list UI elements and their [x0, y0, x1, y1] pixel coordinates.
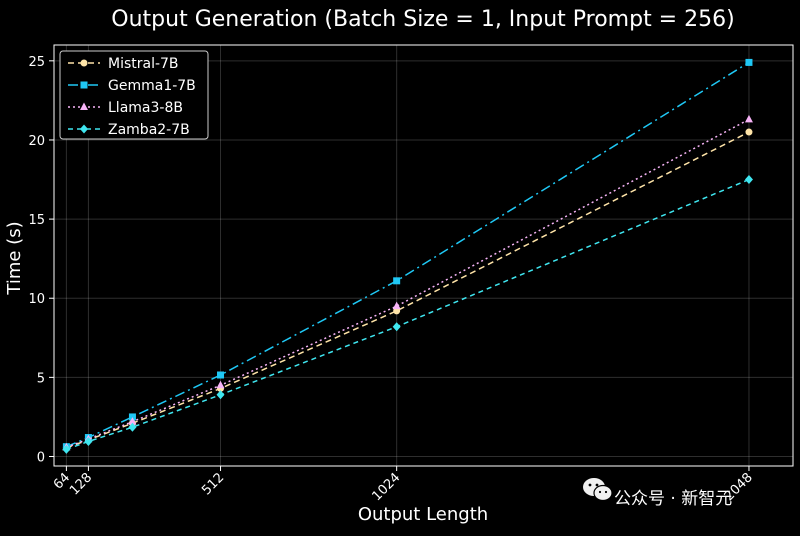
series-line [66, 118, 750, 449]
plot-area [53, 44, 794, 467]
legend-item: Gemma1-7B [68, 78, 196, 94]
data-point [745, 58, 753, 66]
chart-title: Output Generation (Batch Size = 1, Input… [111, 7, 734, 32]
legend-box [59, 50, 209, 140]
series-layer [62, 58, 753, 454]
legend: Mistral-7B Gemma1-7B Llama3-8B Zamba2-7B [59, 50, 209, 140]
series-zamba2-7b [62, 175, 753, 454]
data-point [128, 422, 137, 432]
legend-item: Llama3-8B [68, 100, 183, 116]
series-line [66, 131, 750, 449]
legend-marker [80, 59, 88, 67]
watermark: 公众号 · 新智元 [583, 478, 732, 509]
y-tick-label: 20 [28, 134, 45, 149]
series-line [66, 61, 750, 448]
legend-label: Zamba2-7B [108, 122, 190, 138]
data-point [217, 371, 225, 379]
data-point [392, 322, 401, 332]
data-point [216, 390, 225, 400]
y-tick-label: 0 [37, 451, 45, 466]
y-tick-label: 25 [28, 55, 45, 70]
data-point [745, 128, 753, 136]
data-point [392, 301, 401, 310]
y-tick-label: 10 [28, 292, 45, 307]
legend-marker [80, 124, 88, 134]
data-point [216, 380, 225, 389]
legend-label: Gemma1-7B [108, 78, 196, 94]
legend-item: Mistral-7B [68, 56, 179, 72]
y-tick-label: 15 [28, 213, 45, 228]
watermark-text: 公众号 · 新智元 [614, 489, 732, 509]
legend-marker [80, 102, 88, 110]
legend-label: Llama3-8B [108, 100, 183, 116]
data-point [744, 175, 753, 185]
y-axis-label: Time (s) [4, 221, 25, 295]
x-axis-label: Output Length [358, 504, 488, 525]
data-point [128, 413, 136, 421]
legend-item: Zamba2-7B [68, 122, 190, 138]
data-point [62, 444, 71, 454]
data-point [744, 114, 753, 123]
data-point [128, 417, 137, 425]
y-tick-label: 5 [37, 371, 45, 386]
series-line [66, 178, 750, 451]
grid [54, 45, 793, 466]
data-point [393, 277, 401, 285]
legend-marker [80, 81, 88, 89]
legend-label: Mistral-7B [108, 56, 179, 72]
data-point [84, 436, 93, 446]
wechat-icon [583, 478, 613, 502]
